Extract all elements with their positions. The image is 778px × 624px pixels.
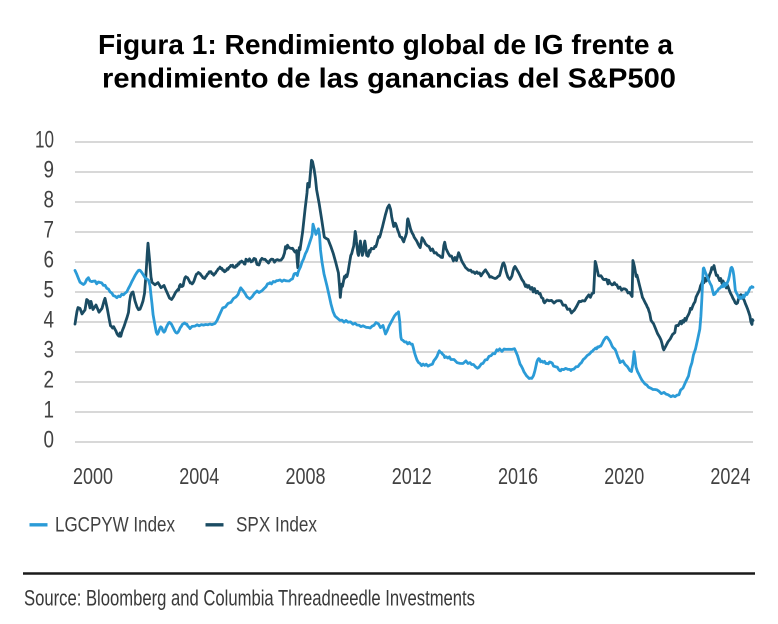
svg-text:rendimiento de las ganancias d: rendimiento de las ganancias del S&P500 [102, 63, 676, 94]
svg-text:1: 1 [44, 397, 55, 424]
svg-text:2024: 2024 [710, 463, 750, 489]
svg-text:5: 5 [44, 277, 55, 304]
svg-text:7: 7 [44, 217, 55, 244]
svg-text:Figura 1: Rendimiento global d: Figura 1: Rendimiento global de IG frent… [98, 29, 673, 60]
svg-text:2016: 2016 [498, 463, 538, 489]
svg-text:6: 6 [44, 247, 55, 274]
svg-text:0: 0 [44, 427, 55, 454]
svg-text:2012: 2012 [392, 463, 432, 489]
svg-text:9: 9 [44, 157, 55, 184]
svg-text:Source: Bloomberg and Columbia: Source: Bloomberg and Columbia Threadnee… [24, 586, 475, 611]
svg-text:SPX Index: SPX Index [236, 514, 317, 537]
svg-text:2008: 2008 [286, 463, 326, 489]
svg-text:2004: 2004 [179, 463, 219, 489]
svg-text:LGCPYW Index: LGCPYW Index [55, 514, 175, 537]
svg-text:10: 10 [35, 127, 54, 154]
svg-text:8: 8 [44, 187, 55, 214]
svg-text:2: 2 [44, 367, 55, 394]
svg-text:2000: 2000 [73, 463, 113, 489]
svg-text:4: 4 [44, 307, 55, 334]
svg-text:3: 3 [44, 337, 55, 364]
svg-text:2020: 2020 [604, 463, 644, 489]
